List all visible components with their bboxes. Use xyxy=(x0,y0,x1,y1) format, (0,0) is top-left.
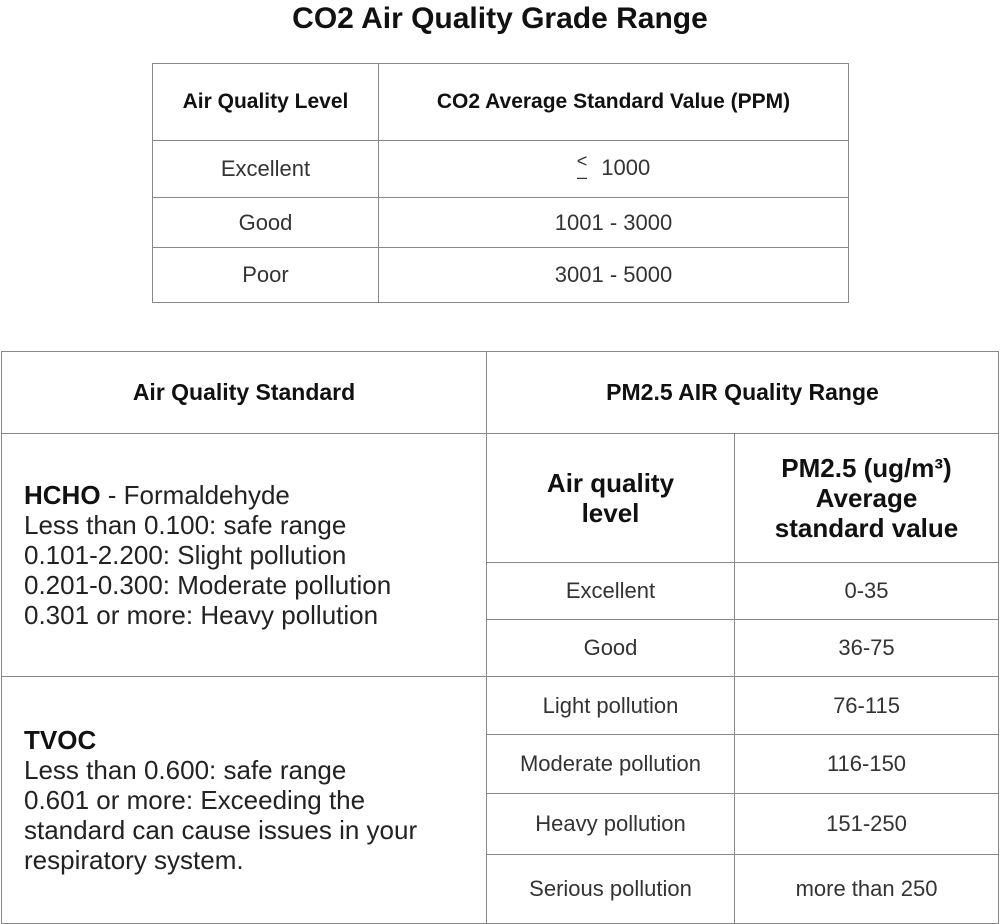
pm-value-cell: 36-75 xyxy=(734,619,999,677)
hcho-line: 0.201-0.300: Moderate pollution xyxy=(24,570,392,600)
value-cell: 3001 - 5000 xyxy=(378,247,849,303)
tvoc-line: 0.601 or more: Exceeding the xyxy=(24,785,366,815)
tvoc-name: TVOC xyxy=(24,725,97,755)
less-equal-symbol: < – xyxy=(576,150,588,187)
table-row: TVOC Less than 0.600: safe range 0.601 o… xyxy=(1,676,999,924)
pm-value-cell: 76-115 xyxy=(734,676,999,735)
pm-value-cell: 116-150 xyxy=(734,734,999,794)
sub-header-value: PM2.5 (ug/m³) Average standard value xyxy=(734,433,999,563)
hcho-line: 0.101-2.200: Slight pollution xyxy=(24,540,347,570)
hcho-name: HCHO xyxy=(24,480,101,510)
pm-level-cell: Moderate pollution xyxy=(486,734,735,794)
hcho-line: 0.301 or more: Heavy pollution xyxy=(24,600,379,630)
co2-grade-table: Air Quality Level CO2 Average Standard V… xyxy=(152,63,849,303)
level-cell: Good xyxy=(152,197,379,248)
column-header-value: CO2 Average Standard Value (PPM) xyxy=(378,63,849,141)
pm-level-cell: Heavy pollution xyxy=(486,793,735,855)
page-title: CO2 Air Quality Grade Range xyxy=(292,2,708,35)
column-header-level: Air Quality Level xyxy=(152,63,379,141)
table-row: Excellent < – 1000 xyxy=(152,140,849,198)
hcho-description: HCHO - Formaldehyde Less than 0.100: saf… xyxy=(1,433,487,677)
table-row: Poor 3001 - 5000 xyxy=(152,247,849,303)
value-cell: < – 1000 xyxy=(378,140,849,198)
value-cell: 1001 - 3000 xyxy=(378,197,849,248)
tvoc-line: Less than 0.600: safe range xyxy=(24,755,347,785)
pm-level-cell: Light pollution xyxy=(486,676,735,735)
value-text: 1000 xyxy=(601,154,651,180)
level-cell: Poor xyxy=(152,247,379,303)
level-cell: Excellent xyxy=(152,140,379,198)
pm-value-cell: 0-35 xyxy=(734,562,999,620)
table-row: Serious pollution more than 250 xyxy=(2,854,999,924)
table-row: Excellent 0-35 xyxy=(2,562,999,620)
tvoc-line: respiratory system. xyxy=(24,845,244,875)
air-quality-standard-table: Air Quality Standard PM2.5 AIR Quality R… xyxy=(1,351,999,924)
sub-header-level: Air quality level xyxy=(486,433,735,563)
pm-value-cell: 151-250 xyxy=(734,793,999,855)
hcho-line: Less than 0.100: safe range xyxy=(24,510,347,540)
table-header-row: Air Quality Level CO2 Average Standard V… xyxy=(152,63,849,141)
tvoc-line: standard can cause issues in your xyxy=(24,815,418,845)
table-row: Moderate pollution 116-150 xyxy=(2,734,999,794)
pm-value-cell: more than 250 xyxy=(734,854,999,924)
header-pm25-range: PM2.5 AIR Quality Range xyxy=(486,351,999,434)
table-row: Good 1001 - 3000 xyxy=(152,197,849,248)
pm-level-cell: Good xyxy=(486,619,735,677)
pm-level-cell: Serious pollution xyxy=(486,854,735,924)
sub-header-row: HCHO - Formaldehyde Less than 0.100: saf… xyxy=(1,433,999,677)
pm-level-cell: Excellent xyxy=(486,562,735,620)
table-header-row: Air Quality Standard PM2.5 AIR Quality R… xyxy=(1,351,999,434)
header-air-quality-standard: Air Quality Standard xyxy=(1,351,487,434)
tvoc-description: TVOC Less than 0.600: safe range 0.601 o… xyxy=(1,676,487,924)
